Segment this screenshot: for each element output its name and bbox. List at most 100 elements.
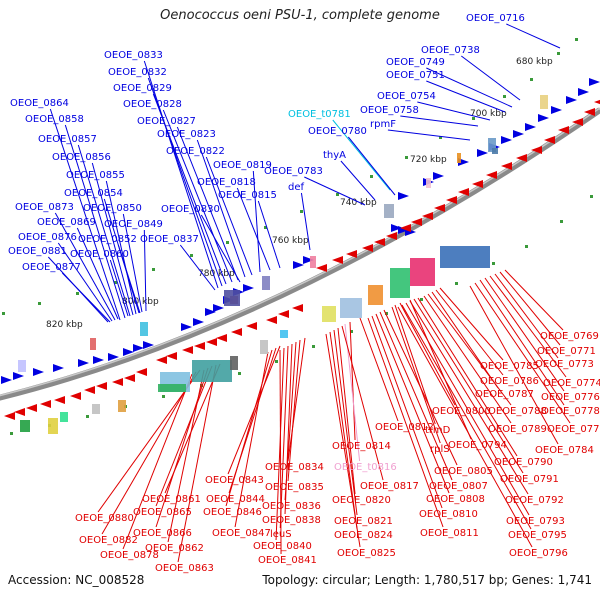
- gene-label-reverse: OEOE_0836: [262, 501, 321, 512]
- map-title: Oenococcus oeni PSU-1, complete genome: [160, 8, 440, 23]
- forward-feature: [123, 348, 134, 356]
- gene-label-reverse: OEOE_0847: [212, 528, 271, 539]
- gene-label-forward: OEOE_0783: [264, 166, 323, 177]
- forward-feature: [391, 224, 402, 232]
- leader-line: [122, 213, 143, 313]
- feature-block: [492, 148, 498, 154]
- reverse-feature: [458, 188, 469, 196]
- gc-content-blocks: [18, 95, 548, 434]
- gene-label-reverse: OEOE_0786: [480, 376, 539, 387]
- gene-label-forward: OEOE_0852: [78, 234, 137, 245]
- genome-summary-text: Topology: circular; Length: 1,780,517 bp…: [262, 573, 592, 587]
- gene-label-forward: OEOE_0833: [104, 50, 163, 61]
- leader-line: [332, 119, 391, 191]
- leader-line: [57, 242, 113, 322]
- gene-label-forward: OEOE_0876: [18, 232, 77, 243]
- leader-line: [435, 289, 504, 376]
- reverse-feature: [84, 386, 95, 394]
- reverse-feature: [292, 304, 303, 312]
- forward-feature: [293, 261, 304, 269]
- gene-label-forward: OEOE_0780: [308, 126, 367, 137]
- gene-label-forward: rpmF: [370, 119, 396, 130]
- leader-line: [504, 269, 564, 331]
- leader-line: [91, 162, 134, 316]
- leader-line: [101, 371, 197, 535]
- gene-label-reverse: OEOE_0844: [206, 494, 265, 505]
- gene-label-reverse: OEOE_0800: [432, 406, 491, 417]
- kbp-label: 700 kbp: [470, 109, 507, 119]
- leader-line: [167, 369, 205, 543]
- gene-label-reverse: trmD: [425, 425, 451, 436]
- gene-label-forward: OEOE_0749: [386, 57, 445, 68]
- forward-feature: [551, 106, 562, 114]
- reverse-feature: [231, 328, 242, 336]
- gene-label-reverse: rplS: [430, 444, 450, 455]
- feature-block: [340, 298, 362, 318]
- forward-feature: [513, 130, 524, 138]
- gene-label-reverse: OEOE_0795: [508, 530, 567, 541]
- feature-block: [280, 330, 288, 338]
- leader-line: [337, 327, 356, 495]
- kbp-label: 820 kbp: [46, 320, 83, 330]
- leader-line: [143, 60, 219, 289]
- gene-label-forward: OEOE_0738: [421, 45, 480, 56]
- gene-label-forward: OEOE_0877: [22, 262, 81, 273]
- forward-feature: [501, 136, 512, 144]
- reverse-feature: [216, 334, 227, 342]
- reverse-feature: [136, 368, 147, 376]
- feature-block: [18, 360, 26, 372]
- gene-label-forward: OEOE_0858: [25, 114, 84, 125]
- reverse-feature: [362, 244, 373, 252]
- gene-label-reverse: OEOE_0866: [133, 528, 192, 539]
- reverse-feature: [26, 404, 37, 412]
- feature-block: [390, 268, 410, 298]
- feature-block: [230, 356, 238, 370]
- gene-label-forward: OEOE_0850: [83, 203, 142, 214]
- forward-feature: [13, 372, 24, 380]
- gene-label-reverse: OEOE_0808: [426, 494, 485, 505]
- leader-line: [479, 279, 565, 406]
- forward-feature: [477, 149, 488, 157]
- reverse-feature: [316, 264, 327, 272]
- leader-line: [379, 311, 453, 481]
- leader-line: [287, 337, 306, 462]
- gene-label-reverse: OEOE_0785: [480, 361, 539, 372]
- reverse-feature: [501, 162, 512, 170]
- gene-label-forward: OEOE_0860: [70, 249, 129, 260]
- reverse-feature: [558, 126, 569, 134]
- kbp-label: 760 kbp: [272, 236, 309, 246]
- gene-label-reverse: OEOE_0776: [541, 392, 600, 403]
- gene-label-reverse: OEOE_0791: [500, 474, 559, 485]
- reverse-feature: [112, 378, 123, 386]
- gene-label-forward: def: [288, 182, 305, 193]
- feature-block: [224, 290, 240, 306]
- reverse-feature: [374, 238, 385, 246]
- reverse-feature: [572, 118, 583, 126]
- gene-label-reverse: OEOE_0788: [488, 406, 547, 417]
- leader-line: [375, 313, 450, 494]
- reverse-feature: [124, 374, 135, 382]
- reverse-strand-features: [4, 99, 600, 420]
- reverse-feature: [446, 196, 457, 204]
- gene-label-reverse: OEOE_0796: [509, 548, 568, 559]
- gene-label-reverse: OEOE_0882: [79, 535, 138, 546]
- leader-line: [399, 302, 456, 406]
- forward-feature: [205, 308, 216, 316]
- gene-label-forward: OEOE_0815: [218, 190, 277, 201]
- forward-feature: [578, 88, 589, 96]
- leader-line: [155, 365, 213, 507]
- leader-line: [397, 306, 533, 548]
- leader-line: [236, 187, 271, 271]
- gene-label-reverse: OEOE_0794: [448, 440, 507, 451]
- forward-gene-leader-lines: [47, 23, 561, 323]
- leader-line: [117, 244, 141, 314]
- gene-label-reverse: leuS: [270, 529, 292, 540]
- leader-line: [417, 101, 491, 121]
- gene-label-reverse: OEOE_0843: [205, 475, 264, 486]
- leader-line: [77, 144, 131, 317]
- gene-label-reverse: OEOE_0863: [155, 563, 214, 574]
- forward-feature: [398, 192, 409, 200]
- leader-line: [387, 129, 471, 141]
- leader-line: [252, 170, 261, 273]
- gene-label-reverse: OEOE_0821: [334, 516, 393, 527]
